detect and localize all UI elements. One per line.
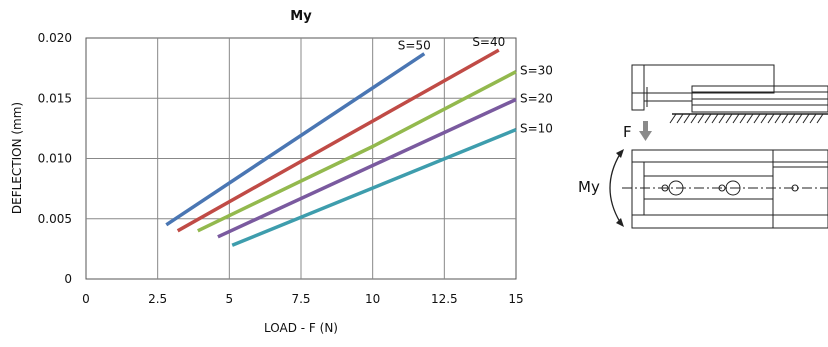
series-label: S=50 (398, 39, 431, 53)
x-tick-label: 0 (82, 292, 90, 306)
series-labels: S=50 S=40 S=30 S=20 S=10 (398, 35, 553, 136)
hatch-line (690, 113, 698, 124)
y-tick-label: 0.005 (38, 212, 72, 226)
hole-2 (725, 180, 741, 196)
cylinder-side-view (631, 64, 828, 115)
x-tick-labels: 0 2.5 5 7.5 10 12.5 15 (82, 292, 523, 306)
hole-2-small (718, 184, 726, 192)
series-label: S=10 (520, 122, 553, 136)
hatch-line (683, 113, 691, 124)
moment-arc (609, 153, 621, 223)
hatch-line (676, 113, 684, 124)
hatch-line (746, 113, 754, 124)
hatch-line (669, 113, 677, 124)
force-label: F (623, 123, 632, 141)
y-tick-labels: 0 0.005 0.010 0.015 0.020 (38, 31, 72, 286)
series-label: S=30 (520, 64, 553, 78)
hatch-line (767, 113, 775, 124)
hatch-line (753, 113, 761, 124)
y-tick-label: 0.010 (38, 152, 72, 166)
x-tick-label: 7.5 (291, 292, 310, 306)
hatch-line (774, 113, 782, 124)
y-tick-label: 0.015 (38, 91, 72, 105)
x-tick-label: 15 (508, 292, 523, 306)
y-tick-label: 0.020 (38, 31, 72, 45)
hatch-line (760, 113, 768, 124)
hatch-line (697, 113, 705, 124)
hole-1 (668, 180, 684, 196)
series-line-s-10 (231, 127, 517, 247)
y-tick-label: 0 (64, 272, 72, 286)
moment-label: My (578, 178, 600, 196)
series-label: S=20 (520, 91, 553, 105)
hatch-line (816, 113, 824, 124)
hatch-line (725, 113, 733, 124)
hole-3-small (791, 184, 799, 192)
x-tick-label: 2.5 (148, 292, 167, 306)
hatch-line (788, 113, 796, 124)
y-axis-label: DEFLECTION (mm) (10, 102, 24, 214)
x-tick-label: 10 (365, 292, 380, 306)
x-tick-label: 5 (226, 292, 234, 306)
chart-title: My (290, 9, 312, 24)
hatch-line (809, 113, 817, 124)
hatch-line (795, 113, 803, 124)
moment-arrowhead-bottom (616, 218, 624, 227)
cylinder-body (631, 64, 775, 94)
moment-arrowhead-top (616, 149, 624, 158)
hole-1-small (661, 184, 669, 192)
series-line-s-30 (197, 70, 517, 233)
hatch-line (739, 113, 747, 124)
series-line-s-40 (176, 48, 500, 233)
x-axis-label: LOAD - F (N) (264, 321, 338, 335)
hatch-line (781, 113, 789, 124)
hatch-line (802, 113, 810, 124)
x-tick-label: 12.5 (431, 292, 458, 306)
mount-hatching (669, 113, 824, 124)
top-body (631, 149, 828, 229)
hatch-line (732, 113, 740, 124)
hatch-line (711, 113, 719, 124)
series-label: S=40 (472, 35, 505, 49)
series-lines (165, 48, 517, 247)
series-line-s-50 (165, 52, 426, 227)
force-arrow (639, 121, 652, 141)
series-line-s-20 (217, 97, 517, 239)
hatch-line (704, 113, 712, 124)
hatch-line (718, 113, 726, 124)
cylinder-top-view (622, 149, 828, 229)
end-plate (631, 64, 645, 111)
